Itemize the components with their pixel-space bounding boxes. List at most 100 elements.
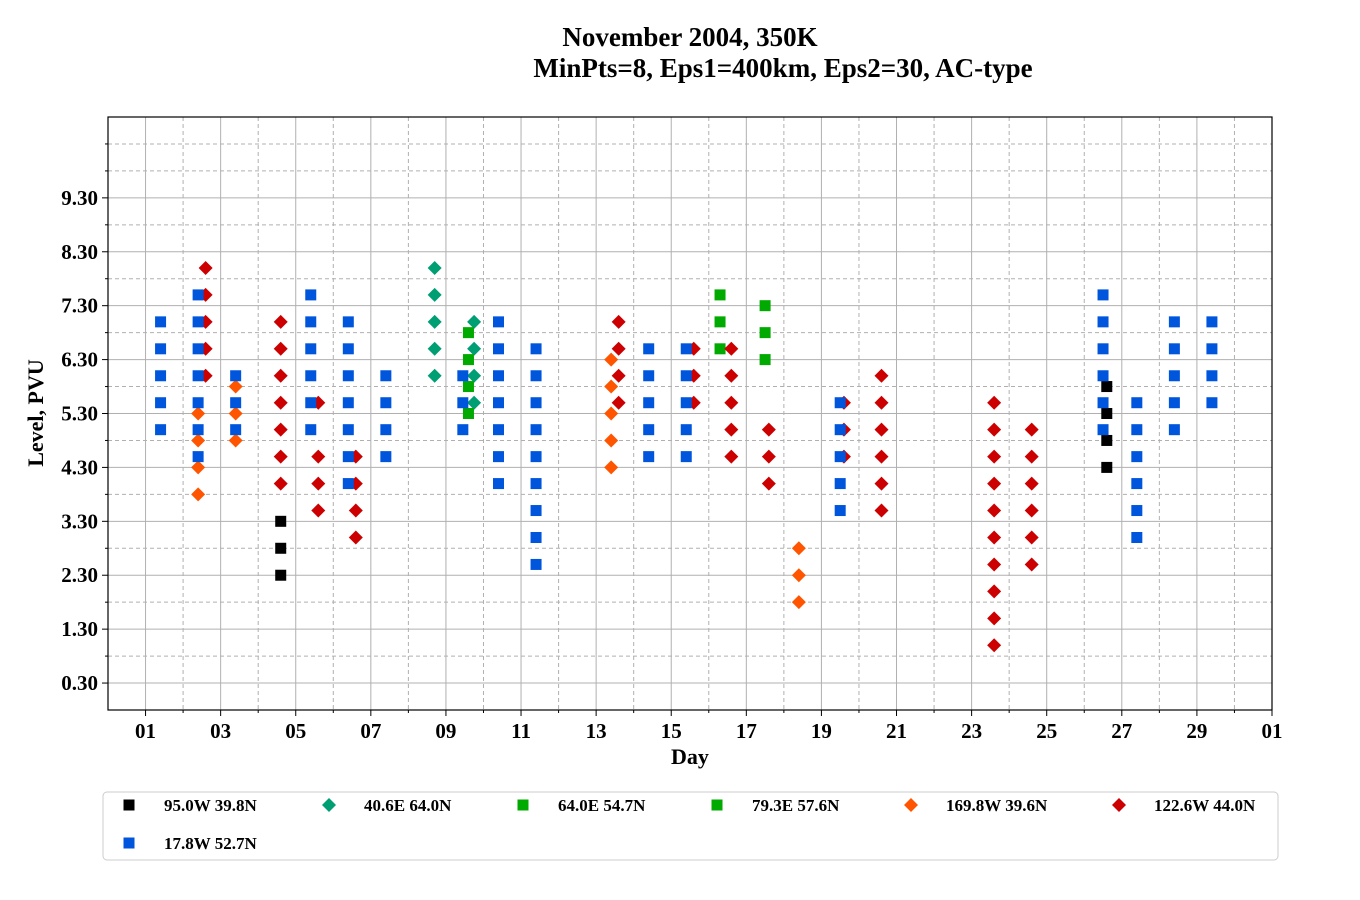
- data-point-s5-33: [761, 449, 776, 464]
- data-point-s6-50: [530, 558, 542, 570]
- y-axis-label: Level, PVU: [23, 359, 48, 467]
- legend-marker-5: [1112, 798, 1126, 812]
- data-point-s6-59: [680, 424, 692, 436]
- data-point-s6-38: [493, 397, 505, 409]
- data-point-s5-31: [724, 449, 739, 464]
- data-point-s5-20: [611, 314, 626, 329]
- data-point-s6-14: [230, 424, 242, 436]
- data-point-s5-15: [311, 503, 326, 518]
- y-tick-label-7: 7.30: [61, 294, 98, 318]
- data-point-s6-6: [192, 316, 204, 328]
- data-point-s4-7: [604, 352, 619, 367]
- data-point-s4-13: [791, 568, 806, 583]
- y-tick-label-9: 9.30: [61, 186, 98, 210]
- data-point-s6-35: [493, 316, 505, 328]
- data-point-s6-33: [457, 397, 469, 409]
- x-tick-label-0: 01: [135, 719, 156, 743]
- data-point-s6-21: [342, 316, 354, 328]
- data-point-s6-22: [342, 343, 354, 355]
- data-point-s5-45: [987, 422, 1002, 437]
- data-point-s0-1: [275, 542, 287, 554]
- data-point-s0-4: [1101, 408, 1113, 419]
- x-tick-label-11: 23: [961, 719, 982, 743]
- chart-title-line-1: November 2004, 350K: [562, 22, 817, 52]
- data-point-s6-3: [155, 397, 167, 409]
- data-point-s4-14: [791, 595, 806, 610]
- legend-marker-0: [123, 799, 135, 811]
- series-0: [275, 381, 1113, 581]
- data-point-s5-53: [987, 638, 1002, 653]
- data-point-s5-43: [874, 503, 889, 518]
- data-point-s4-5: [228, 406, 243, 421]
- legend-entries: 95.0W 39.8N 40.6E 64.0N 64.0E 54.7N 79.3E 5…: [123, 796, 1256, 853]
- data-point-s4-3: [191, 487, 206, 502]
- data-point-s4-6: [228, 433, 243, 448]
- x-tick-label-5: 11: [511, 719, 531, 743]
- data-point-s0-3: [1101, 381, 1113, 393]
- data-point-s5-41: [874, 449, 889, 464]
- data-point-s5-11: [273, 476, 288, 491]
- data-point-s6-75: [1131, 478, 1143, 490]
- legend-marker-3: [711, 799, 723, 811]
- y-tick-label-1: 1.30: [61, 617, 98, 641]
- data-point-s6-80: [1168, 370, 1180, 382]
- data-points: [155, 260, 1218, 653]
- data-point-s6-52: [643, 370, 655, 382]
- legend-item-6: 17.8W 52.7N: [123, 834, 257, 853]
- data-point-s6-20: [305, 424, 317, 436]
- data-point-s1-2: [427, 314, 442, 329]
- data-point-s5-8: [273, 395, 288, 410]
- legend-item-0: 95.0W 39.8N: [123, 796, 257, 815]
- data-point-s4-2: [191, 460, 206, 475]
- data-point-s6-34: [457, 424, 469, 436]
- data-point-s6-24: [342, 397, 354, 409]
- data-point-s5-54: [1024, 422, 1039, 437]
- data-point-s6-85: [1206, 370, 1218, 382]
- data-point-s5-42: [874, 476, 889, 491]
- data-point-s6-28: [380, 370, 392, 382]
- data-point-s6-74: [1131, 451, 1143, 463]
- data-point-s4-8: [604, 379, 619, 394]
- data-point-s5-52: [987, 611, 1002, 626]
- data-point-s6-17: [305, 343, 317, 355]
- data-point-s6-31: [380, 451, 392, 463]
- data-point-s5-9: [273, 422, 288, 437]
- data-point-s5-10: [273, 449, 288, 464]
- y-tick-label-3: 3.30: [61, 509, 98, 533]
- legend-label-3: 79.3E 57.6N: [752, 796, 840, 815]
- data-point-s6-12: [230, 370, 242, 382]
- data-point-s5-0: [198, 260, 213, 275]
- legend-marker-6: [123, 837, 135, 849]
- y-tick-label-5: 5.30: [61, 402, 98, 426]
- data-point-s6-5: [192, 289, 204, 301]
- x-tick-label-3: 07: [360, 719, 381, 743]
- data-point-s5-27: [724, 341, 739, 356]
- series-4: [191, 352, 806, 610]
- data-point-s1-6: [467, 341, 482, 356]
- data-point-s6-7: [192, 343, 204, 355]
- data-point-s6-42: [530, 343, 542, 355]
- legend-label-2: 64.0E 54.7N: [558, 796, 646, 815]
- data-point-s5-13: [311, 449, 326, 464]
- data-point-s2-3: [462, 408, 474, 419]
- data-point-s6-69: [1097, 370, 1109, 382]
- data-point-s0-5: [1101, 434, 1113, 446]
- y-axis-ticks: 0.30 1.30 2.30 3.30 4.30 5.30 6.30 7.30 8.30 9.30: [61, 143, 108, 695]
- data-point-s1-0: [427, 260, 442, 275]
- data-point-s6-70: [1097, 397, 1109, 409]
- data-point-s3-3: [759, 300, 771, 312]
- data-point-s5-50: [987, 557, 1002, 572]
- data-point-s3-2: [714, 343, 726, 355]
- data-point-s6-49: [530, 531, 542, 543]
- x-axis-label: Day: [671, 744, 709, 769]
- data-point-s5-30: [724, 422, 739, 437]
- data-point-s5-28: [724, 368, 739, 383]
- data-point-s6-86: [1206, 397, 1218, 409]
- series-6: [155, 289, 1218, 570]
- data-point-s6-57: [680, 370, 692, 382]
- data-point-s4-4: [228, 379, 243, 394]
- data-point-s6-9: [192, 397, 204, 409]
- legend-label-6: 17.8W 52.7N: [164, 834, 257, 853]
- grid: [108, 117, 1273, 710]
